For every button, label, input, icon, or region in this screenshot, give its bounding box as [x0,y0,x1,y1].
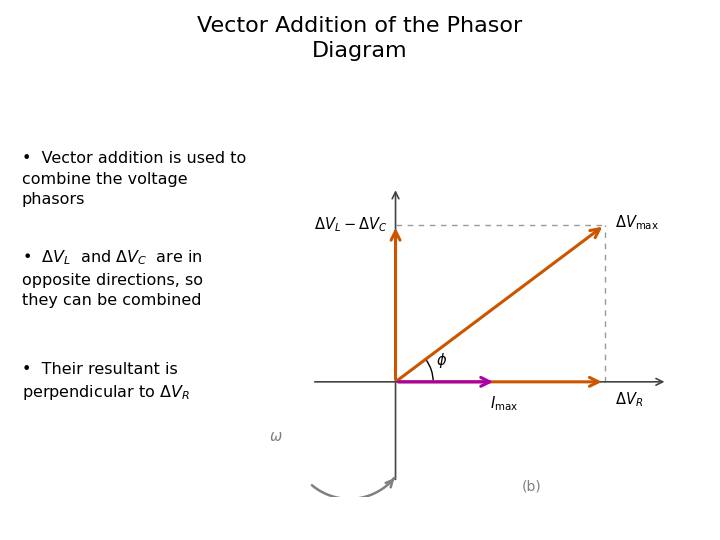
Text: $\Delta V_R$: $\Delta V_R$ [615,390,643,409]
Text: (b): (b) [521,480,541,494]
Text: $\omega$: $\omega$ [269,429,283,444]
Text: $\Delta V_{\mathrm{max}}$: $\Delta V_{\mathrm{max}}$ [615,214,659,232]
Text: •  Their resultant is
perpendicular to $\Delta V_R$: • Their resultant is perpendicular to $\… [22,362,189,402]
Text: $\phi$: $\phi$ [436,352,447,370]
Text: Vector Addition of the Phasor
Diagram: Vector Addition of the Phasor Diagram [197,16,523,61]
Text: $\Delta V_L - \Delta V_C$: $\Delta V_L - \Delta V_C$ [314,215,387,234]
Text: •  Vector addition is used to
combine the voltage
phasors: • Vector addition is used to combine the… [22,151,246,207]
Text: $I_{\mathrm{max}}$: $I_{\mathrm{max}}$ [490,394,518,413]
Text: •  $\Delta V_L$  and $\Delta V_C$  are in
opposite directions, so
they can be co: • $\Delta V_L$ and $\Delta V_C$ are in o… [22,248,202,308]
